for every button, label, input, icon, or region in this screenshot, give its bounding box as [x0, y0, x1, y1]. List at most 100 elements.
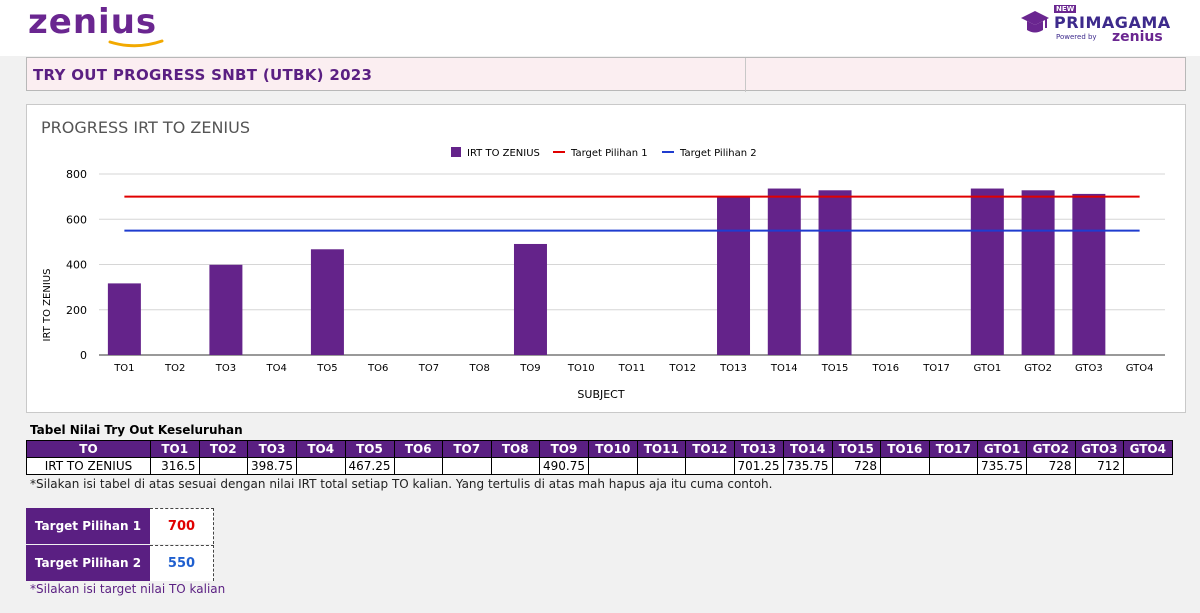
- target-1-label: Target Pilihan 1: [26, 508, 150, 544]
- bar-TO15[interactable]: [818, 190, 852, 355]
- target-pilihan-1: Target Pilihan 1 700: [26, 508, 214, 544]
- target-2-value[interactable]: 550: [150, 545, 214, 581]
- table-cell[interactable]: [296, 457, 346, 475]
- table-cell[interactable]: 735.75: [977, 457, 1027, 475]
- table-cell[interactable]: 728: [831, 457, 881, 475]
- table-header-cell: TO7: [442, 440, 492, 458]
- legend-swatch: [451, 147, 461, 157]
- tryout-table: TO TO1 TO2 TO3 TO4 TO5 TO6 TO7 TO8 TO9 TO10 TO11 TO1…: [26, 440, 1173, 475]
- x-tick-label: TO11: [618, 363, 646, 374]
- table-cell[interactable]: [490, 457, 540, 475]
- table-row-label: IRT TO ZENIUS: [26, 457, 151, 475]
- table-cell[interactable]: [1123, 457, 1173, 475]
- chart-legend: IRT TO ZENIUS Target Pilihan 1 Target Pili…: [451, 147, 757, 159]
- table-header-cell: TO4: [296, 440, 346, 458]
- table-cell[interactable]: [588, 457, 638, 475]
- target-2-label: Target Pilihan 2: [26, 545, 150, 581]
- x-tick-label: TO1: [113, 363, 134, 374]
- table-header-cell: TO11: [636, 440, 686, 458]
- table-header-cell: TO2: [198, 440, 248, 458]
- y-tick-label: 0: [80, 349, 87, 362]
- table-header-cell: TO15: [831, 440, 881, 458]
- table-header-cell: TO8: [490, 440, 540, 458]
- x-tick-label: TO5: [316, 363, 337, 374]
- table-header-cell: TO1: [150, 440, 200, 458]
- x-tick-label: GTO4: [1126, 363, 1154, 374]
- table-cell[interactable]: [442, 457, 492, 475]
- y-tick-label: 600: [66, 213, 87, 226]
- zenius-logo-swoosh: [108, 39, 164, 48]
- page-title: TRY OUT PROGRESS SNBT (UTBK) 2023: [33, 66, 373, 84]
- y-axis-label: IRT TO ZENIUS: [42, 269, 53, 342]
- bar-GTO2[interactable]: [1021, 190, 1055, 355]
- bar-TO13[interactable]: [717, 196, 751, 355]
- table-cell[interactable]: [636, 457, 686, 475]
- table-cell[interactable]: 316.5: [150, 457, 200, 475]
- table-header-cell: TO9: [539, 440, 589, 458]
- table-header-cell: TO5: [344, 440, 395, 458]
- legend-label-2: Target Pilihan 1: [570, 148, 648, 159]
- table-header-cell: TO6: [393, 440, 443, 458]
- target-pilihan-2: Target Pilihan 2 550: [26, 545, 214, 581]
- y-tick-label: 800: [66, 168, 87, 181]
- bar-TO14[interactable]: [767, 188, 801, 355]
- table-header-cell: TO: [26, 440, 151, 458]
- chart-target-lines: [124, 195, 1140, 232]
- legend-label-1: IRT TO ZENIUS: [467, 148, 540, 159]
- bar-GTO3[interactable]: [1072, 193, 1106, 355]
- progress-chart: PROGRESS IRT TO ZENIUS IRT TO ZENIUS Targ…: [41, 118, 1165, 401]
- x-tick-label: TO3: [215, 363, 236, 374]
- table-header-row: TO TO1 TO2 TO3 TO4 TO5 TO6 TO7 TO8 TO9 TO10 TO11 TO1…: [26, 440, 1173, 458]
- bar-TO5[interactable]: [310, 249, 344, 355]
- x-tick-label: GTO2: [1024, 363, 1052, 374]
- chart-bars: [107, 188, 1106, 355]
- table-cell[interactable]: [685, 457, 735, 475]
- bar-TO9[interactable]: [513, 243, 547, 355]
- x-tick-label: TO16: [871, 363, 899, 374]
- x-axis-label: SUBJECT: [577, 388, 624, 401]
- x-tick-label: TO9: [519, 363, 540, 374]
- table-cell[interactable]: [880, 457, 930, 475]
- x-tick-label: TO17: [922, 363, 950, 374]
- y-tick-label: 200: [66, 304, 87, 317]
- table-header-cell: TO3: [247, 440, 297, 458]
- bar-TO3[interactable]: [209, 264, 243, 355]
- chart-title: PROGRESS IRT TO ZENIUS: [41, 118, 250, 137]
- table-header-cell: GTO3: [1074, 440, 1124, 458]
- primagama-new-badge: NEW: [1054, 5, 1077, 13]
- x-tick-label: GTO1: [973, 363, 1001, 374]
- x-tick-label: TO13: [719, 363, 747, 374]
- table-cell[interactable]: [198, 457, 248, 475]
- cell-divider: [745, 58, 746, 92]
- table-header-cell: GTO1: [977, 440, 1027, 458]
- table-cell[interactable]: [928, 457, 978, 475]
- table-cell[interactable]: 701.25: [733, 457, 784, 475]
- table-cell[interactable]: 467.25: [344, 457, 395, 475]
- table-header-cell: GTO4: [1123, 440, 1173, 458]
- bar-TO1[interactable]: [107, 283, 141, 355]
- table-cell[interactable]: 398.75: [247, 457, 297, 475]
- table-caption: Tabel Nilai Try Out Keseluruhan: [30, 423, 243, 437]
- table-cell[interactable]: 735.75: [782, 457, 833, 475]
- table-cell[interactable]: 490.75: [539, 457, 589, 475]
- table-cell[interactable]: [393, 457, 443, 475]
- x-tick-label: TO15: [821, 363, 849, 374]
- table-header-cell: TO14: [782, 440, 833, 458]
- x-tick-label: TO14: [770, 363, 798, 374]
- primagama-zenius-brand: zenius: [1112, 29, 1163, 45]
- table-cell[interactable]: 712: [1074, 457, 1124, 475]
- table-note: *Silakan isi tabel di atas sesuai dengan…: [30, 477, 773, 491]
- primagama-powered-by: Powered by: [1056, 33, 1097, 41]
- x-tick-label: TO2: [164, 363, 185, 374]
- bar-GTO1[interactable]: [970, 188, 1004, 355]
- target-note: *Silakan isi target nilai TO kalian: [30, 582, 226, 596]
- table-header-cell: TO16: [880, 440, 930, 458]
- x-tick-label: TO8: [469, 363, 490, 374]
- graduation-cap-icon: [1021, 11, 1049, 33]
- zenius-logo: zenius: [28, 2, 158, 42]
- chart-panel[interactable]: PROGRESS IRT TO ZENIUS IRT TO ZENIUS Targ…: [26, 104, 1186, 413]
- target-1-value[interactable]: 700: [150, 508, 214, 544]
- table-header-cell: TO17: [928, 440, 978, 458]
- x-tick-label: TO6: [367, 363, 388, 374]
- table-cell[interactable]: 728: [1026, 457, 1076, 475]
